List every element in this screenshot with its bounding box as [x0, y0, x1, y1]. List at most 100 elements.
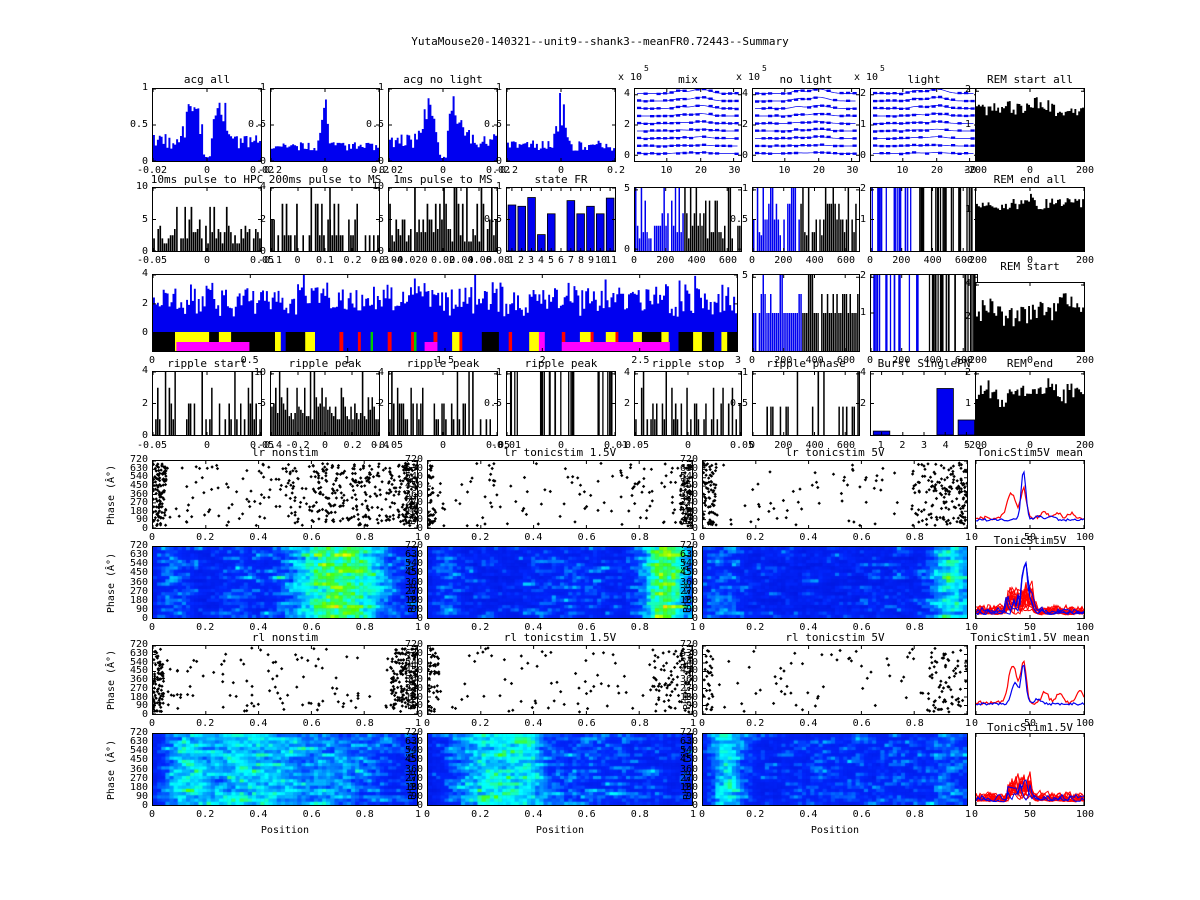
rem-start-all-plot	[975, 88, 1085, 162]
ripple-stop-xtick-1: 0	[684, 440, 692, 451]
pulse-hpc-10ms-ytick-1: 5	[141, 213, 148, 225]
phase-lr-tonic15-ytick-0: 720	[404, 454, 423, 465]
pulse-ms-200ms-xtick-2: 0.1	[315, 255, 335, 266]
wf-light-ytick-1: 1	[859, 119, 866, 130]
ripple-peak-3-ytick-0: 1	[495, 366, 502, 378]
stim-light-xtick-0: 0	[866, 255, 874, 266]
stim-mix-xtick-3: 600	[718, 255, 737, 266]
pulse-ms-1ms-xtick-1: -0.02	[391, 255, 422, 266]
phase-lr-nonstim-xtick-1: 0.2	[196, 532, 215, 543]
acg-all-2-plot	[270, 88, 380, 162]
phasemap-rl-tonic5-ytick-1: 630	[679, 736, 698, 748]
session-rate-xtick-6: 3	[734, 355, 742, 366]
pulse-hpc-10ms-xtick-1: 0	[203, 255, 211, 266]
phasemap-rl-tonic5-xtick-3: 0.6	[852, 809, 871, 820]
pulse-ms-200ms-ytick-0: 4	[259, 181, 266, 192]
session-stim-b-xtick-1: 200	[774, 355, 793, 366]
phase-lr-tonic15-xtick-0: 0	[423, 532, 431, 543]
acg-all-2-ytick-0: 1	[259, 82, 266, 93]
wf-light-ytick-2: 0	[859, 150, 866, 162]
acg-nolight-2-xtick-0: -0.2	[493, 165, 519, 176]
phasemap-lr-tonic15-ytick-0: 720	[404, 540, 423, 551]
stim-mix-ytick-0: 5	[623, 182, 630, 194]
wf-light-xtick-0: 10	[896, 165, 909, 176]
acg-nolight-2-ytick-0: 1	[495, 82, 502, 93]
phase-lr-tonic5-xtick-0: 0	[698, 532, 706, 543]
state-fr-ytick-1: 0.5	[483, 213, 502, 225]
phasemap-rl-tonic5-xtick-4: 0.8	[905, 809, 924, 820]
state-fr-ytick-0: 1	[495, 181, 502, 192]
phase-rl-tonic15-ylabel: Phase (Â°)	[407, 649, 418, 711]
phase-rl-tonic15-ytick-4: 360	[404, 674, 423, 685]
stim-mix-plot	[634, 187, 742, 252]
phase-rl-nonstim-ytick-8: 0	[141, 709, 148, 720]
burst-single-xtick-2: 3	[920, 440, 928, 451]
phase-lr-nonstim-ytick-5: 270	[129, 497, 148, 509]
ripple-peak-1-ytick-0: 10	[253, 366, 266, 378]
phasemap-rl-nonstim-ytick-0: 720	[129, 727, 148, 738]
phasemap-rl-tonic15-ytick-5: 270	[404, 772, 423, 784]
phase-lr-nonstim-ytick-7: 90	[135, 514, 148, 526]
phasemap-rl-tonic15-xtick-0: 0	[423, 809, 431, 820]
pulse-ms-1ms-xtick-3: 0.02	[430, 255, 456, 266]
phase-lr-tonic5-ytick-4: 360	[679, 488, 698, 500]
phasemap-lr-tonic5-ytick-1: 630	[679, 549, 698, 561]
phasemap-lr-tonic5-plot	[702, 546, 968, 619]
phasemap-rl-tonic5-ytick-8: 0	[691, 800, 698, 811]
ripple-peak-2-ytick-0: 4	[377, 366, 384, 378]
acg-all-1-title: acg all	[183, 73, 231, 86]
rem-start-all-ytick-0: 2	[964, 84, 971, 96]
ripple-peak-3-xtick-1: 0	[557, 440, 565, 451]
phase-rl-nonstim-ylabel: Phase (Â°)	[106, 649, 117, 711]
burst-single-ytick-0: 4	[859, 366, 866, 378]
state-fr-ytick-2: 0	[495, 246, 502, 257]
acg-all-2-ytick-1: 0.5	[247, 119, 266, 130]
phase-rl-tonic5-xtick-5: 1	[964, 718, 972, 729]
phase-lr-tonic15-ytick-5: 270	[404, 497, 423, 509]
phase-rl-nonstim-xtick-1: 0.2	[196, 718, 215, 729]
ripple-peak-2-plot	[388, 371, 498, 436]
wf-light-xtick-2: 30	[964, 165, 977, 176]
phasemap-lr-nonstim-ylabel: Phase (Â°)	[106, 552, 117, 613]
session-stim-c-xtick-3: 600	[954, 355, 973, 366]
phasemap-lr-nonstim-ytick-8: 0	[141, 613, 148, 624]
wf-light-plot	[870, 88, 978, 162]
phasemap-rl-tonic15-ytick-4: 360	[404, 763, 423, 775]
phase-rl-tonic5-ytick-6: 180	[679, 691, 698, 703]
phase-lr-nonstim-ytick-4: 360	[129, 488, 148, 500]
phase-rl-tonic5-ytick-4: 360	[679, 674, 698, 685]
tonic5-mean-xtick-1: 50	[1023, 532, 1037, 543]
phasemap-lr-tonic15-ytick-8: 0	[416, 613, 423, 624]
phasemap-rl-tonic5-ytick-5: 270	[679, 772, 698, 784]
state-fr-xtick-2: 3	[527, 255, 534, 266]
ripple-phase-plot	[752, 371, 860, 436]
acg-nolight-1-title: acg no light	[403, 73, 483, 86]
burst-single-xtick-1: 2	[899, 440, 906, 451]
wf-nolight-plot	[752, 88, 860, 162]
phase-rl-tonic15-plot	[427, 645, 693, 715]
session-stim-c-xtick-0: 0	[866, 355, 874, 366]
phase-lr-tonic15-ytick-6: 180	[404, 505, 423, 517]
phasemap-rl-tonic15-ytick-1: 630	[404, 736, 423, 748]
phase-rl-tonic15-xtick-0: 0	[423, 718, 431, 729]
tonic15-mean-title: TonicStim1.5V mean	[970, 631, 1090, 644]
session-stim-c-plot	[870, 274, 978, 352]
phase-rl-tonic5-xtick-4: 0.8	[905, 718, 924, 729]
ripple-start-ytick-2: 0	[141, 430, 148, 441]
phasemap-lr-tonic5-ytick-0: 720	[679, 540, 698, 551]
ripple-peak-2-title: ripple peak	[406, 357, 480, 370]
phasemap-lr-tonic5-ytick-2: 540	[679, 558, 698, 570]
phase-rl-tonic5-ytick-5: 270	[679, 682, 698, 694]
phase-rl-tonic5-title: rl tonicstim 5V	[785, 631, 885, 644]
phasemap-lr-tonic5-xtick-3: 0.6	[852, 622, 871, 633]
ripple-phase-title: ripple phase	[766, 357, 846, 370]
rem-start-title: REM start	[1000, 260, 1060, 273]
ripple-peak-2-xtick-0: -0.05	[372, 440, 404, 451]
wf-light-xtick-1: 20	[930, 165, 943, 176]
tonic5-mean-xtick-2: 100	[1075, 532, 1095, 543]
phase-rl-tonic15-title: rl tonicstim 1.5V	[503, 631, 617, 644]
ripple-peak-3-xtick-0: -0.01	[490, 440, 522, 451]
state-fr-xtick-3: 4	[537, 255, 544, 266]
phase-lr-tonic15-plot	[427, 460, 693, 529]
